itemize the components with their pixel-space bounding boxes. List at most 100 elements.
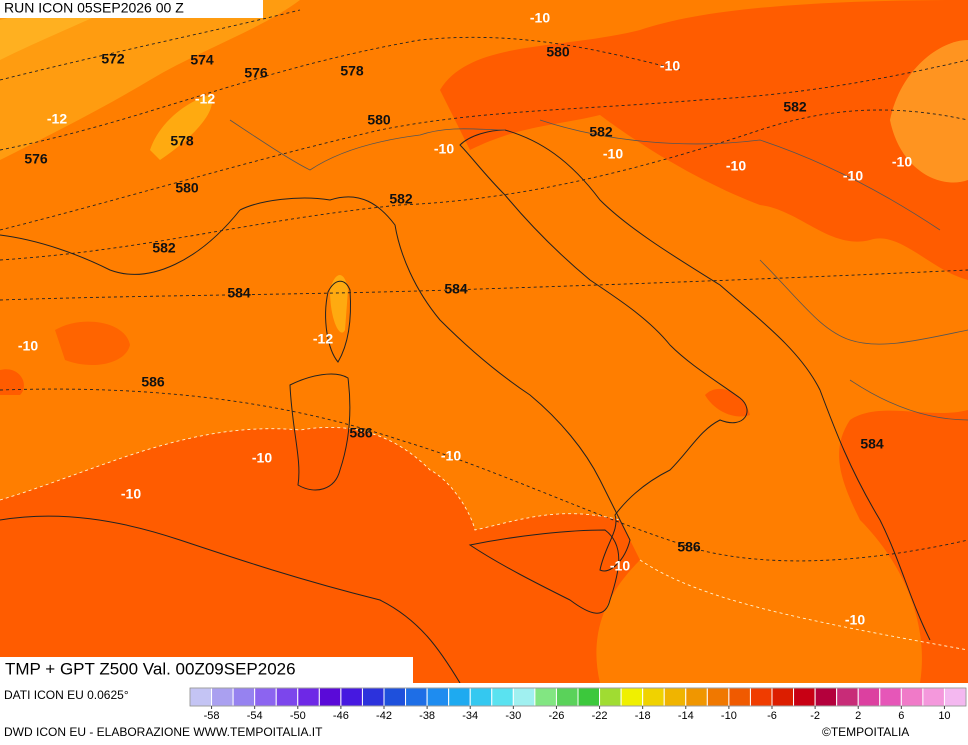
legend-tick-label: -42 — [376, 710, 392, 722]
map-title: TMP + GPT Z500 Val. 00Z09SEP2026 — [5, 659, 296, 678]
legend-swatch — [900, 687, 924, 707]
island-sicily — [468, 529, 620, 614]
legend-tick-label: -14 — [678, 710, 694, 722]
legend-swatch — [771, 687, 795, 707]
dark-region — [0, 427, 640, 683]
border — [229, 119, 506, 171]
legend-swatch — [512, 687, 536, 707]
legend-tick-label: -34 — [462, 710, 478, 722]
temperature-label: -10 — [434, 141, 454, 157]
light-region — [150, 95, 212, 160]
legend-swatch — [836, 687, 859, 707]
legend-swatch — [814, 687, 838, 707]
legend-swatch — [706, 687, 730, 707]
geopotential-label: 580 — [175, 180, 199, 196]
copyright-label: ©TEMPOITALIA — [822, 725, 909, 739]
legend-swatch — [469, 687, 493, 707]
dark-region — [705, 388, 750, 417]
geopotential-label: 582 — [589, 124, 613, 140]
isohypse — [0, 9, 301, 81]
legend-swatch — [297, 687, 320, 707]
geopotential-label: 572 — [101, 51, 125, 67]
isotherm — [639, 559, 968, 651]
dark-region — [55, 321, 130, 365]
legend-tick-label: -2 — [810, 710, 820, 722]
legend-swatch — [254, 687, 277, 707]
border — [849, 379, 968, 421]
geopotential-label: 582 — [389, 191, 413, 207]
legend-swatch — [361, 687, 385, 707]
light-region — [330, 275, 348, 333]
island-corsica — [325, 280, 351, 363]
legend-swatch — [793, 687, 816, 707]
legend-swatch — [340, 687, 363, 707]
source-label: DATI ICON EU 0.0625° — [4, 688, 129, 702]
coastline — [239, 129, 748, 572]
temperature-label: -10 — [892, 154, 912, 170]
geopotential-label: 586 — [349, 425, 373, 441]
temperature-label: -10 — [603, 146, 623, 162]
temperature-label: -10 — [441, 448, 461, 464]
legend-tick-label: 6 — [898, 710, 904, 722]
temperature-label: -10 — [530, 10, 550, 26]
temperature-label: -10 — [610, 558, 630, 574]
legend-swatch — [749, 687, 773, 707]
legend-swatch — [383, 687, 407, 707]
legend-tick-label: -54 — [247, 710, 263, 722]
temperature-label: -10 — [252, 450, 272, 466]
geopotential-label: 584 — [860, 436, 884, 452]
geopotential-label: 578 — [340, 63, 364, 79]
temperature-label: -10 — [660, 58, 680, 74]
legend-swatch — [728, 687, 751, 707]
coastline — [0, 515, 461, 684]
legend-tick-label: 2 — [855, 710, 861, 722]
geopotential-label: 580 — [367, 112, 391, 128]
legend-swatch — [534, 687, 557, 707]
legend-swatch — [663, 687, 687, 707]
coastline — [504, 129, 931, 641]
legend-tick-label: -50 — [290, 710, 306, 722]
isohypse — [0, 109, 968, 261]
legend-swatch — [318, 687, 342, 707]
geopotential-label: 582 — [783, 99, 807, 115]
legend-tick-label: -46 — [333, 710, 349, 722]
isohypse — [0, 388, 968, 562]
run-label: RUN ICON 05SEP2026 00 Z — [4, 0, 184, 16]
legend-swatch — [426, 687, 450, 707]
legend-swatch — [232, 687, 256, 707]
legend-swatch — [857, 687, 881, 707]
legend-swatch — [555, 687, 579, 707]
legend-swatch — [642, 687, 665, 707]
geopotential-label: 578 — [170, 133, 194, 149]
legend-tick-label: -38 — [419, 710, 435, 722]
legend-tick-label: -10 — [721, 710, 737, 722]
temperature-label: -10 — [18, 338, 38, 354]
dark-region — [440, 0, 968, 280]
legend-swatch — [275, 687, 299, 707]
geopotential-label: 580 — [546, 44, 570, 60]
title-box — [0, 657, 413, 683]
temperature-label: -10 — [121, 486, 141, 502]
legend-swatch — [189, 687, 213, 707]
coastline — [0, 209, 241, 275]
isohypse — [0, 269, 968, 301]
temperature-label: -12 — [313, 331, 333, 347]
border — [759, 259, 968, 345]
geopotential-label: 576 — [244, 65, 268, 81]
legend-tick-label: -18 — [635, 710, 651, 722]
legend-swatch — [599, 687, 622, 707]
legend-swatch — [491, 687, 514, 707]
dark-region — [0, 369, 24, 395]
legend-tick-label: -22 — [592, 710, 608, 722]
legend-swatch — [448, 687, 471, 707]
border — [539, 119, 941, 231]
legend-swatch — [943, 687, 967, 707]
color-legend: -58 -54 -50 -46 -42 -38 -34 -30 -26 -22 -18 -14 -10-… — [189, 687, 967, 722]
geopotential-label: 586 — [677, 539, 701, 555]
temperature-label: -10 — [845, 612, 865, 628]
legend-tick-label: -58 — [204, 710, 220, 722]
legend-swatch — [211, 687, 234, 707]
island-sardinia — [289, 373, 351, 491]
